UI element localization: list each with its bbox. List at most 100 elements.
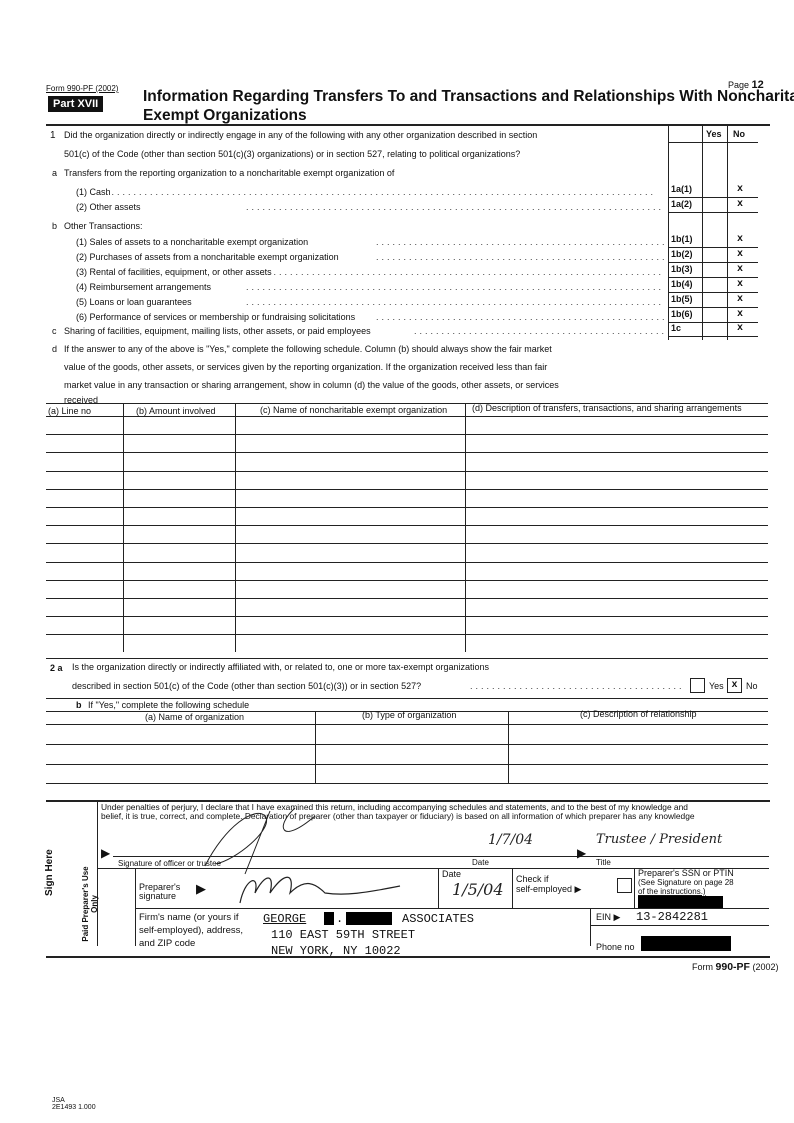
q1-number: 1 [50, 130, 56, 141]
ssn-l2: (See Signature on page 28 [638, 878, 734, 887]
prep-date-label: Date [442, 869, 462, 879]
leader-dots: ........................................… [376, 237, 664, 247]
part-title: Information Regarding Transfers To and T… [143, 88, 794, 105]
q1-no-answer[interactable]: x [737, 249, 744, 260]
q1-no-answer[interactable]: x [737, 184, 744, 195]
divider [46, 658, 768, 659]
q1c-label: c [52, 326, 57, 336]
q1-line-code: 1b(2) [671, 249, 693, 259]
firm-name-1: GEORGE [263, 912, 307, 926]
col-divider [668, 125, 669, 340]
q1-no-answer[interactable]: x [737, 234, 744, 245]
t1-col-d: (d) Description of transfers, transactio… [472, 403, 742, 413]
q1-line-code: 1b(3) [671, 264, 693, 274]
divider [46, 711, 768, 712]
footer-form: Form [692, 962, 713, 972]
part-title-2: Exempt Organizations [143, 107, 307, 124]
leader-dots: ........................................… [246, 282, 664, 292]
t1-col-c: (c) Name of noncharitable exempt organiz… [260, 405, 448, 415]
form-id: Form 990-PF (2002) [46, 84, 119, 93]
q2a-text: Is the organization directly or indirect… [72, 662, 490, 672]
q2a-yes-checkbox[interactable] [690, 678, 705, 693]
arrow-icon: ▶ [577, 846, 587, 860]
part-badge: Part XVII [48, 96, 104, 112]
col-divider [438, 868, 439, 908]
check-l2: self-employed [516, 884, 573, 894]
q2b-text: If "Yes," complete the following schedul… [88, 700, 250, 710]
q1-line-code: 1b(4) [671, 279, 693, 289]
officer-signature [204, 807, 316, 875]
col-divider [590, 908, 591, 946]
self-employed-checkbox[interactable] [617, 878, 632, 893]
prep-sig-l1: Preparer's [139, 882, 181, 892]
q1-line-code: 1a(2) [671, 199, 693, 209]
self-employed-label: Check if self-employed ▶ [516, 874, 582, 894]
q1d-text-3: market value in any transaction or shari… [64, 380, 559, 390]
prep-sig-l2: signature [139, 891, 177, 901]
divider [46, 956, 770, 958]
q1-line-text: (3) Rental of facilities, equipment, or … [76, 267, 272, 277]
q1-line-text: (6) Performance of services or membershi… [76, 312, 356, 322]
q1a-text: Transfers from the reporting organizatio… [64, 168, 395, 178]
table-row [46, 580, 768, 581]
check-l1: Check if [516, 874, 549, 884]
ein-text: EIN [596, 912, 612, 922]
firm-l2: self-employed), address, [139, 925, 244, 936]
ssn-label: Preparer's SSN or PTIN (See Signature on … [638, 869, 734, 897]
page-num: 12 [751, 79, 764, 91]
col-divider [508, 711, 509, 784]
q2a-label: 2 a [50, 663, 63, 673]
prep-date: 1/5/04 [452, 880, 504, 899]
q1-line-text: Sharing of facilities, equipment, mailin… [64, 326, 371, 336]
date-label: Date [472, 858, 489, 867]
divider [97, 868, 769, 869]
q1-no-answer[interactable]: x [737, 309, 744, 320]
redacted-phone [641, 936, 731, 951]
divider [46, 744, 768, 745]
table-row [46, 598, 768, 599]
t2-col-a: (a) Name of organization [145, 712, 245, 722]
table-row [46, 452, 768, 453]
col-divider [634, 868, 635, 908]
firm-address: 110 EAST 59TH STREET [271, 928, 416, 942]
col-divider [97, 801, 98, 946]
firm-label: Firm's name (or yours if self-employed), … [139, 911, 243, 950]
q2a-yes-label: Yes [709, 681, 724, 691]
penalty-text: Under penalties of perjury, I declare th… [101, 802, 688, 812]
penalty-text-2: belief, it is true, correct, and complet… [101, 811, 695, 821]
q1-no-answer[interactable]: x [737, 279, 744, 290]
col-divider [727, 125, 728, 340]
col-divider [123, 404, 124, 652]
divider [46, 764, 768, 765]
col-divider [135, 868, 136, 946]
paid-preparer-label: Paid Preparer's Use Only [81, 866, 99, 942]
q1-no-answer[interactable]: x [737, 199, 744, 210]
t2-col-c: (c) Description of relationship [580, 709, 697, 719]
divider [668, 142, 758, 143]
answer-row-line [668, 247, 758, 248]
ein-value: 13-2842281 [636, 910, 709, 924]
q1b-label: b [52, 221, 58, 231]
q1-line-code: 1b(6) [671, 309, 693, 319]
divider [46, 783, 768, 784]
q1-no-answer[interactable]: x [737, 264, 744, 275]
t1-col-b: (b) Amount involved [136, 406, 216, 416]
t1-col-a: (a) Line no [48, 406, 92, 416]
q2a-no-checkbox[interactable]: x [727, 678, 742, 693]
q1-no-answer[interactable]: x [737, 323, 744, 334]
q1-no-answer[interactable]: x [737, 294, 744, 305]
signature-line [113, 856, 769, 857]
table-row [46, 616, 768, 617]
answer-row-line [668, 322, 758, 323]
answer-row-line [668, 212, 758, 213]
q1-line-text: (5) Loans or loan guarantees [76, 297, 192, 307]
yes-header: Yes [706, 129, 722, 139]
q2a-text-2: described in section 501(c) of the Code … [72, 681, 422, 691]
leader-dots: ........................................… [246, 297, 664, 307]
firm-l3: and ZIP code [139, 938, 196, 949]
leader-dots: ........................................… [376, 312, 664, 322]
jsa-2: 2E1493 1.000 [52, 1104, 96, 1111]
officer-signature-label: Signature of officer or trustee [118, 859, 222, 868]
no-header: No [733, 129, 745, 139]
col-divider [702, 125, 703, 340]
